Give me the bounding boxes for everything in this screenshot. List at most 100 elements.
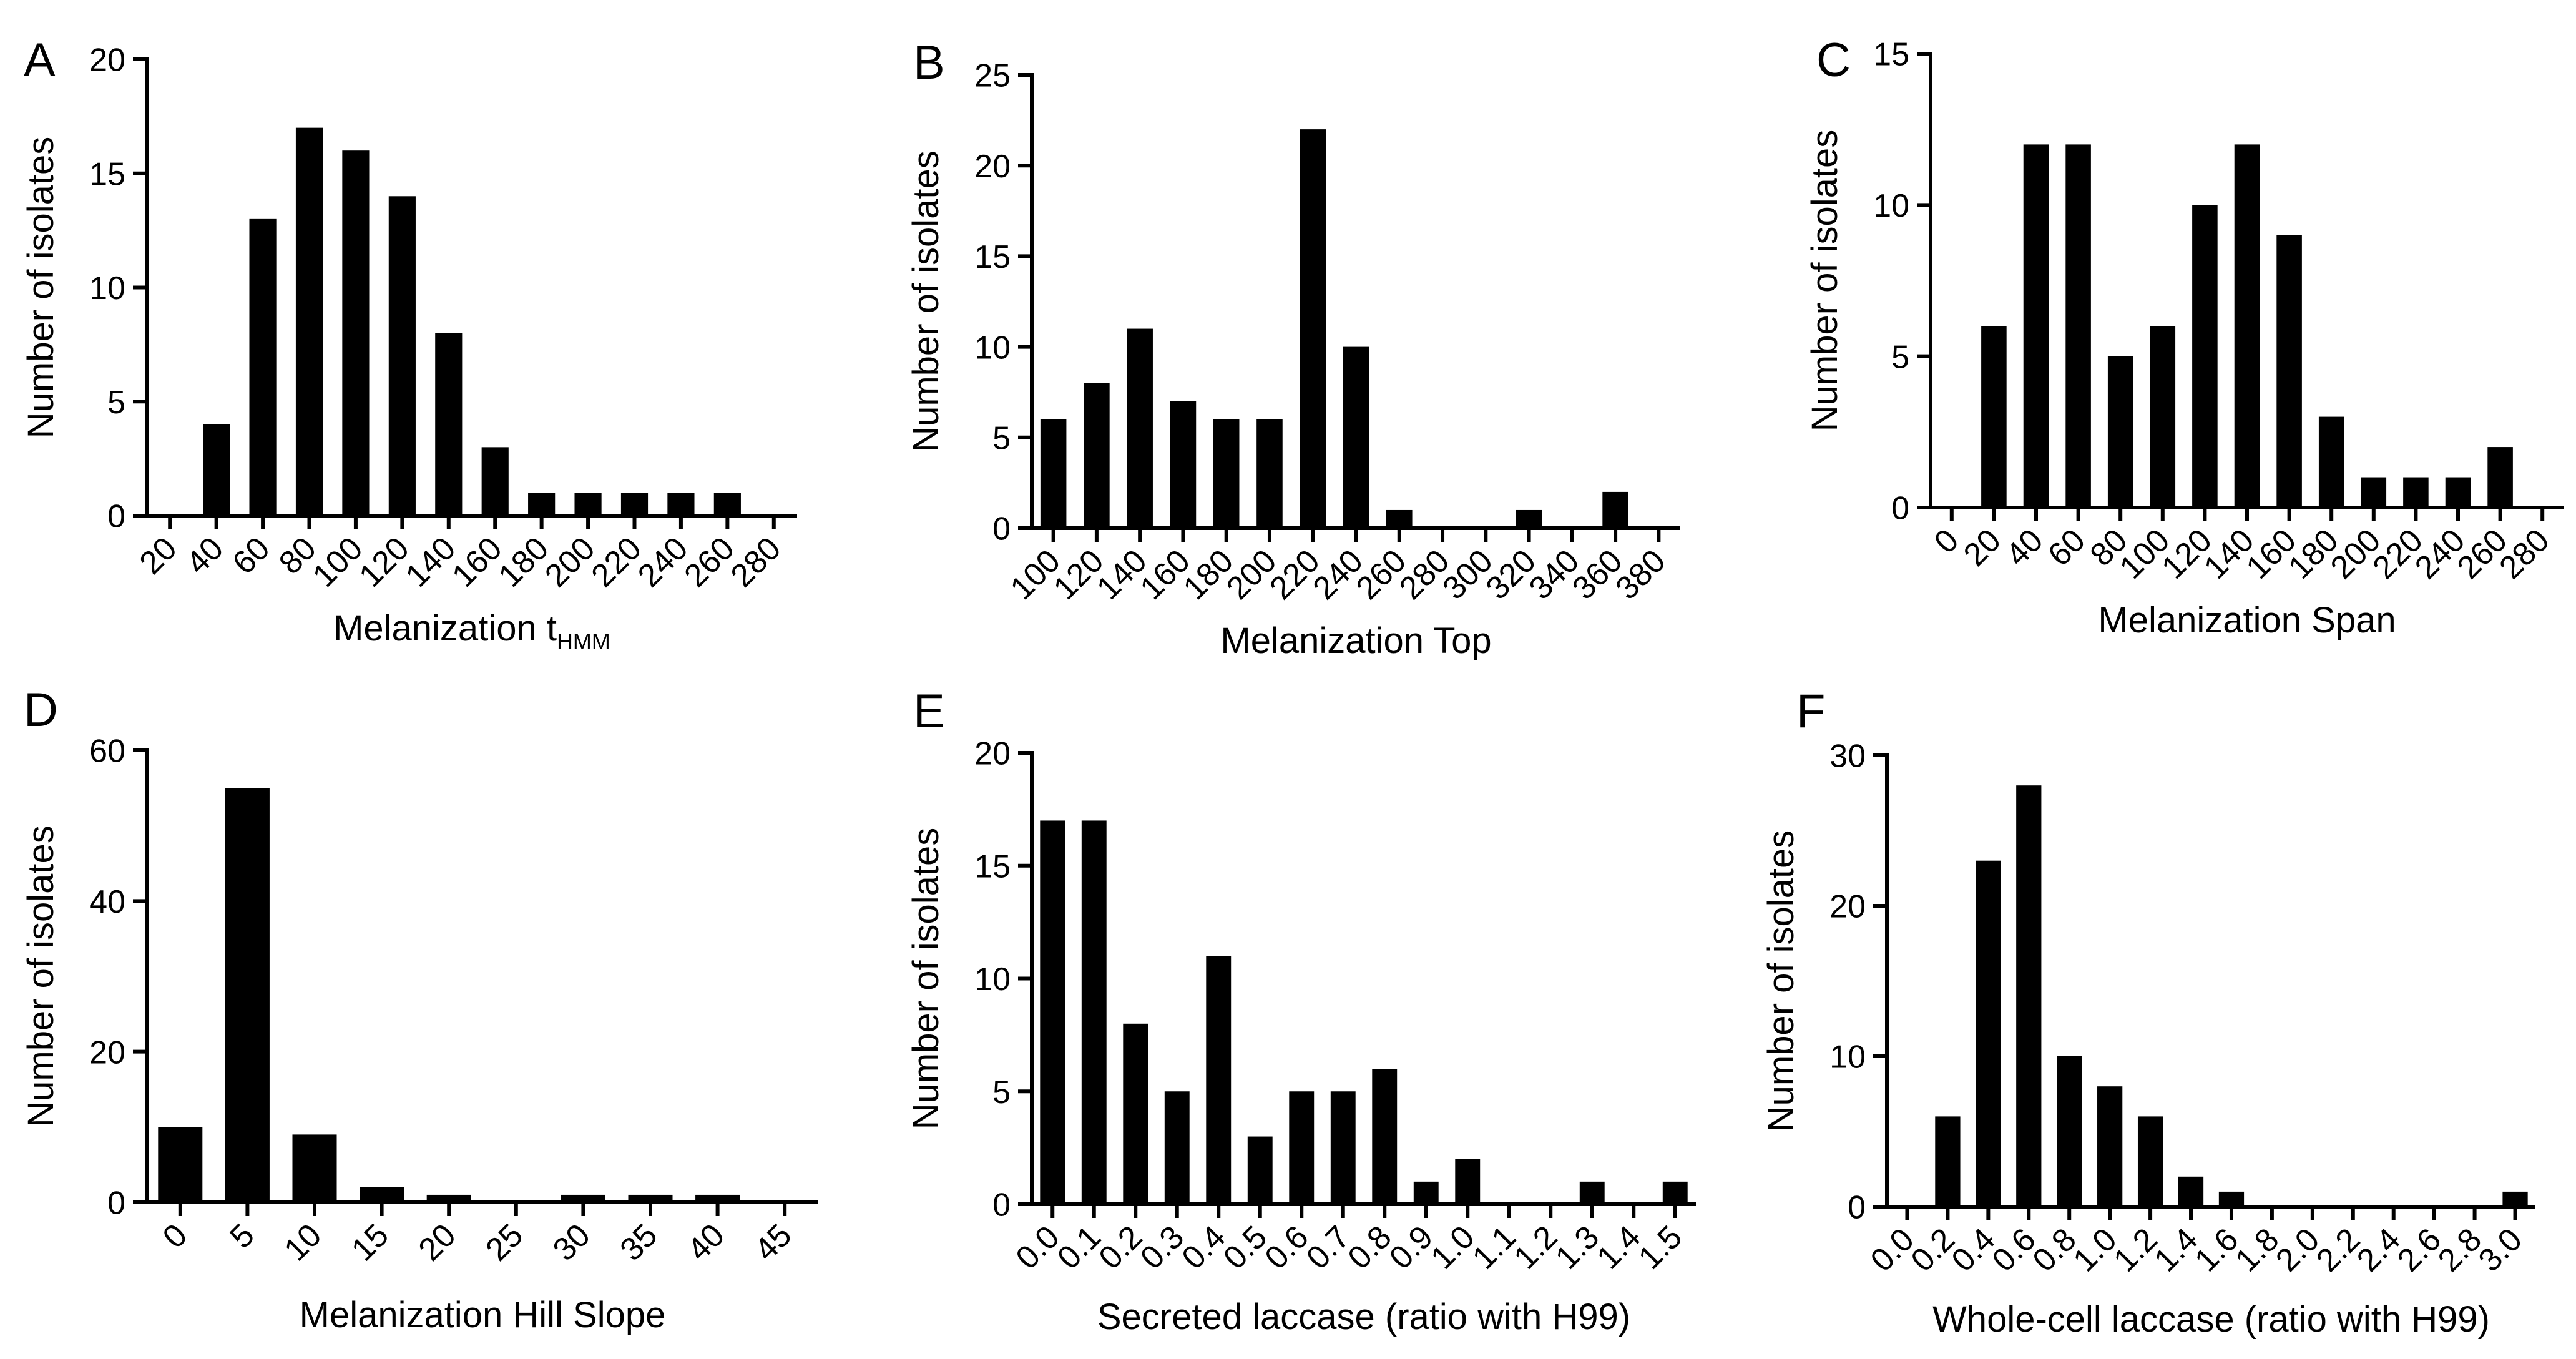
x-tick-label: 280	[2492, 522, 2556, 586]
y-tick-label: 5	[992, 1074, 1011, 1111]
x-tick-label: 380	[1609, 542, 1672, 606]
bar	[1330, 1091, 1356, 1204]
bar	[1343, 346, 1369, 528]
y-tick-label: 0	[107, 499, 125, 535]
chart-panel-e: E051015200.00.10.20.30.40.50.60.70.80.91…	[906, 685, 1696, 1337]
bar	[249, 218, 277, 516]
x-axis-title: Secreted laccase (ratio with H99)	[1097, 1297, 1630, 1337]
bar	[2318, 416, 2344, 508]
bar	[292, 1134, 337, 1202]
x-axis-title: Melanization tHMM	[333, 608, 610, 654]
bar	[426, 1194, 471, 1202]
x-tick-label: 1.5	[1632, 1219, 1689, 1276]
bar	[695, 1194, 740, 1202]
bar	[203, 424, 230, 516]
x-axis-title-text: Melanization Top	[1220, 621, 1491, 661]
panel-label: A	[24, 34, 56, 87]
bar	[2057, 1056, 2082, 1207]
x-axis-title-text: Whole-cell laccase (ratio with H99)	[1932, 1299, 2490, 1340]
bar	[1981, 326, 2007, 508]
panel-label: D	[24, 684, 58, 737]
y-tick-label: 10	[974, 330, 1011, 366]
bar	[2097, 1086, 2123, 1207]
y-tick-label: 10	[974, 961, 1011, 998]
bar	[2276, 235, 2302, 508]
bar	[2192, 205, 2218, 508]
panel-label: E	[913, 685, 945, 738]
y-tick-label: 15	[1873, 37, 1909, 73]
bar	[435, 333, 463, 516]
x-tick-label: 15	[345, 1217, 396, 1268]
bar	[158, 1127, 203, 1202]
bar	[2487, 447, 2513, 508]
bar	[1040, 419, 1067, 528]
y-tick-label: 10	[89, 270, 125, 307]
bar	[1602, 491, 1628, 528]
y-tick-label: 15	[974, 848, 1011, 885]
bar	[620, 493, 649, 516]
chart-panel-c: C051015020406080100120140160180200220240…	[1805, 34, 2564, 640]
y-tick-label: 60	[89, 733, 125, 770]
bar	[1256, 419, 1283, 528]
chart-panel-f: F01020300.00.20.40.60.81.01.21.41.61.82.…	[1761, 685, 2535, 1340]
bar	[561, 1194, 605, 1202]
x-tick-label: 0	[156, 1217, 194, 1255]
bar	[1516, 509, 1542, 528]
bar	[1976, 860, 2001, 1207]
bar	[2445, 477, 2471, 508]
panel-label: C	[1816, 34, 1851, 87]
y-axis-title: Number of isolates	[1805, 130, 1845, 432]
bar	[1579, 1181, 1605, 1204]
bar	[2107, 356, 2133, 508]
y-tick-label: 0	[992, 1187, 1011, 1224]
y-tick-label: 20	[1829, 889, 1866, 925]
bar	[2403, 477, 2429, 508]
bar	[528, 493, 556, 516]
x-axis-title-text: Melanization t	[333, 608, 557, 649]
bar	[628, 1194, 673, 1202]
y-tick-label: 30	[1829, 738, 1866, 775]
bar	[1247, 1136, 1273, 1204]
y-tick-label: 20	[89, 1034, 125, 1071]
bar	[388, 196, 416, 516]
bar	[1040, 820, 1065, 1204]
bar	[1413, 1181, 1439, 1204]
y-tick-label: 20	[974, 149, 1011, 185]
y-tick-label: 5	[1891, 339, 1909, 375]
y-axis-title: Number of isolates	[21, 137, 61, 439]
bar	[360, 1187, 404, 1202]
bar	[1455, 1159, 1481, 1204]
bar	[1300, 129, 1326, 528]
panel-label: F	[1796, 685, 1825, 738]
chart-panel-b: B051015202510012014016018020022024026028…	[906, 36, 1680, 661]
x-tick-label: 60	[226, 530, 277, 581]
y-tick-label: 15	[89, 156, 125, 192]
y-tick-label: 25	[974, 58, 1011, 94]
bar	[2016, 785, 2042, 1207]
x-tick-label: 30	[546, 1217, 597, 1268]
bar	[1084, 383, 1110, 528]
y-tick-label: 20	[89, 42, 125, 79]
bar	[713, 493, 741, 516]
y-tick-label: 10	[1829, 1039, 1866, 1076]
y-tick-label: 0	[1848, 1190, 1866, 1226]
y-axis-title: Number of isolates	[1761, 830, 1801, 1132]
bar	[2023, 144, 2049, 508]
bar	[1170, 401, 1197, 528]
x-tick-label: 20	[133, 530, 184, 581]
y-tick-label: 0	[1891, 491, 1909, 527]
y-tick-label: 5	[107, 385, 125, 421]
chart-panel-a: A051015202040608010012014016018020022024…	[21, 34, 797, 654]
bar	[225, 788, 270, 1202]
bar	[2361, 477, 2387, 508]
y-axis-title: Number of isolates	[21, 825, 61, 1127]
x-tick-label: 280	[724, 530, 788, 594]
y-tick-label: 0	[107, 1185, 125, 1222]
y-axis-title: Number of isolates	[906, 150, 946, 453]
x-axis-title: Melanization Top	[1220, 621, 1491, 661]
bar	[295, 127, 323, 516]
bar	[1289, 1091, 1315, 1204]
x-axis-title: Melanization Span	[2098, 600, 2396, 640]
x-tick-label: 25	[479, 1217, 530, 1268]
